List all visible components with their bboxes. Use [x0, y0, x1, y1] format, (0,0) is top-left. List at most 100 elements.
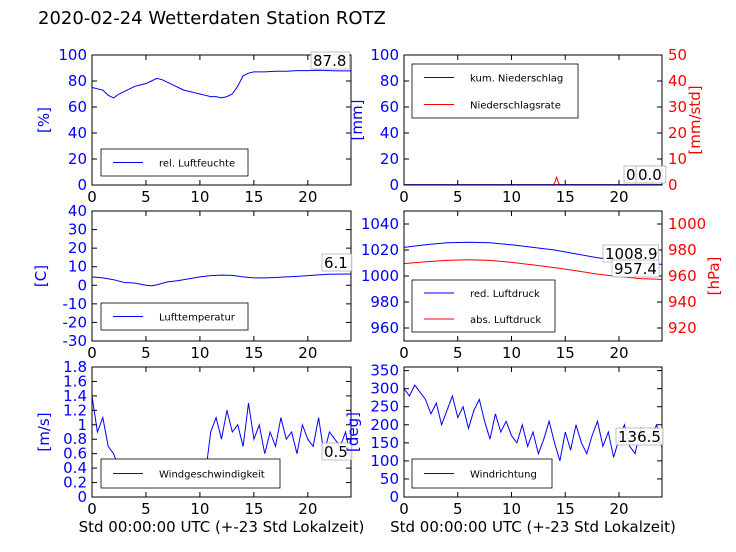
series-line-humidity-0 [92, 69, 351, 99]
plot-frame [91, 366, 352, 498]
y-tick-label: 0.8 [63, 430, 87, 448]
y-tick-label: 350 [370, 362, 399, 380]
value-box [321, 442, 353, 461]
x-tick-label: 0 [87, 188, 97, 206]
x-tick-label: 5 [453, 188, 463, 206]
y-tick-label: 20 [380, 150, 399, 168]
legend-box [411, 63, 579, 119]
page-title: 2020-02-24 Wetterdaten Station ROTZ [38, 8, 386, 29]
x-tick-label: 20 [609, 500, 628, 518]
y-tick-label: 10 [68, 258, 87, 276]
x-tick-label: 15 [556, 188, 575, 206]
y-tick-label: 0 [389, 488, 399, 506]
y-tick-label: 0 [77, 276, 87, 294]
legend-label: kum. Niederschlag [470, 74, 563, 85]
x-tick-label: 0 [399, 500, 409, 518]
x-tick-label: 15 [244, 344, 263, 362]
last-value-label: 1008.9 [605, 245, 658, 263]
y2-tick-label: 30 [668, 98, 687, 116]
y-tick-label: 1.4 [63, 387, 87, 405]
y-tick-label: 30 [68, 221, 87, 239]
legend-label: red. Luftdruck [470, 289, 540, 300]
y-tick-label: 1.6 [63, 372, 87, 390]
y-tick-label: 80 [380, 72, 399, 90]
y2-tick-label: 980 [668, 241, 697, 259]
x-tick-label: 10 [502, 500, 521, 518]
y2-tick-label: 20 [668, 124, 687, 142]
y-tick-label: -10 [63, 295, 88, 313]
legend-label: Niederschlagsrate [470, 101, 561, 112]
y-tick-label: 0.2 [63, 474, 87, 492]
y-tick-label: 200 [370, 416, 399, 434]
x-tick-label: 0 [87, 500, 97, 518]
y2-tick-label: 10 [668, 150, 687, 168]
series-line-temperature-0 [92, 273, 351, 287]
x-axis-label: Std 00:00:00 UTC (+-23 Std Lokalzeit) [79, 518, 365, 536]
y2-tick-label: 960 [668, 267, 697, 285]
plot-frame [91, 54, 352, 186]
x-tick-label: 20 [298, 344, 317, 362]
y2-tick-label: 50 [668, 46, 687, 64]
y-tick-label: 100 [58, 46, 87, 64]
x-tick-label: 20 [609, 344, 628, 362]
x-tick-label: 0 [399, 188, 409, 206]
x-tick-label: 15 [244, 500, 263, 518]
y-axis-label: [mm] [348, 100, 366, 141]
x-tick-label: 5 [453, 344, 463, 362]
x-tick-label: 10 [502, 188, 521, 206]
y-tick-label: 20 [68, 150, 87, 168]
y-tick-label: 20 [68, 239, 87, 257]
y-tick-label: 100 [370, 452, 399, 470]
last-value-label: 0.0 [638, 166, 662, 184]
y2-tick-label: 0 [668, 176, 678, 194]
chart-windspeed: 0 5 10 15 20 00.20.40.60.811.21.41.61.8 [m/s] S… [35, 358, 364, 536]
value-box [611, 259, 660, 278]
y2-tick-label: 1000 [668, 215, 706, 233]
y-tick-label: 0 [77, 488, 87, 506]
plot-frame [91, 210, 352, 342]
x-tick-label: 15 [556, 344, 575, 362]
legend-box [411, 279, 556, 333]
value-box [635, 165, 667, 184]
y2-tick-label: 920 [668, 319, 697, 337]
y-tick-label: 40 [68, 202, 87, 220]
y-axis-label: [%] [35, 107, 53, 133]
x-axis-label: Std 00:00:00 UTC (+-23 Std Lokalzeit) [390, 518, 676, 536]
chart-temperature: 0 5 10 15 20-30-20-10010203040[C]Lufttempera… [32, 202, 353, 362]
x-tick-label: 20 [298, 188, 317, 206]
chart-pressure: 0 5 10 15 20 960 980 1000 1020 1040 920 940 960 980 10… [361, 210, 723, 362]
x-tick-label: 5 [141, 500, 151, 518]
y-tick-label: 100 [370, 46, 399, 64]
y-tick-label: 0 [77, 176, 87, 194]
x-tick-label: 20 [298, 500, 317, 518]
y-tick-label: -30 [63, 332, 88, 350]
y-tick-label: 50 [380, 470, 399, 488]
last-value-label: 136.5 [618, 428, 661, 446]
value-box [615, 427, 664, 446]
series-line-precip-1 [404, 175, 662, 185]
y-tick-label: -20 [63, 313, 88, 331]
y-tick-label: 1.2 [63, 401, 87, 419]
y-tick-label: 1.8 [63, 358, 87, 376]
last-value-label: 6.1 [324, 254, 348, 272]
y2-tick-label: 940 [668, 293, 697, 311]
y-tick-label: 300 [370, 380, 399, 398]
x-tick-label: 15 [556, 500, 575, 518]
x-tick-label: 20 [609, 188, 628, 206]
y-tick-label: 250 [370, 398, 399, 416]
y-tick-label: 40 [68, 124, 87, 142]
chart-precip: 0 5 10 15 20 0 20 40 60 80 100 0 10 20 30 40 50 [mm] [mm/s… [348, 46, 704, 206]
series-line-winddir-0 [404, 384, 662, 462]
y-axis-label: [C] [32, 265, 50, 287]
y2-tick-label: 40 [668, 72, 687, 90]
y2-axis-label: [hPa] [705, 257, 723, 296]
y-tick-label: 0 [389, 176, 399, 194]
value-box [321, 253, 353, 272]
value-box [310, 51, 350, 70]
y-tick-label: 0.4 [63, 459, 87, 477]
y-tick-label: 960 [370, 319, 399, 337]
x-tick-label: 10 [190, 500, 209, 518]
y-tick-label: 150 [370, 434, 399, 452]
